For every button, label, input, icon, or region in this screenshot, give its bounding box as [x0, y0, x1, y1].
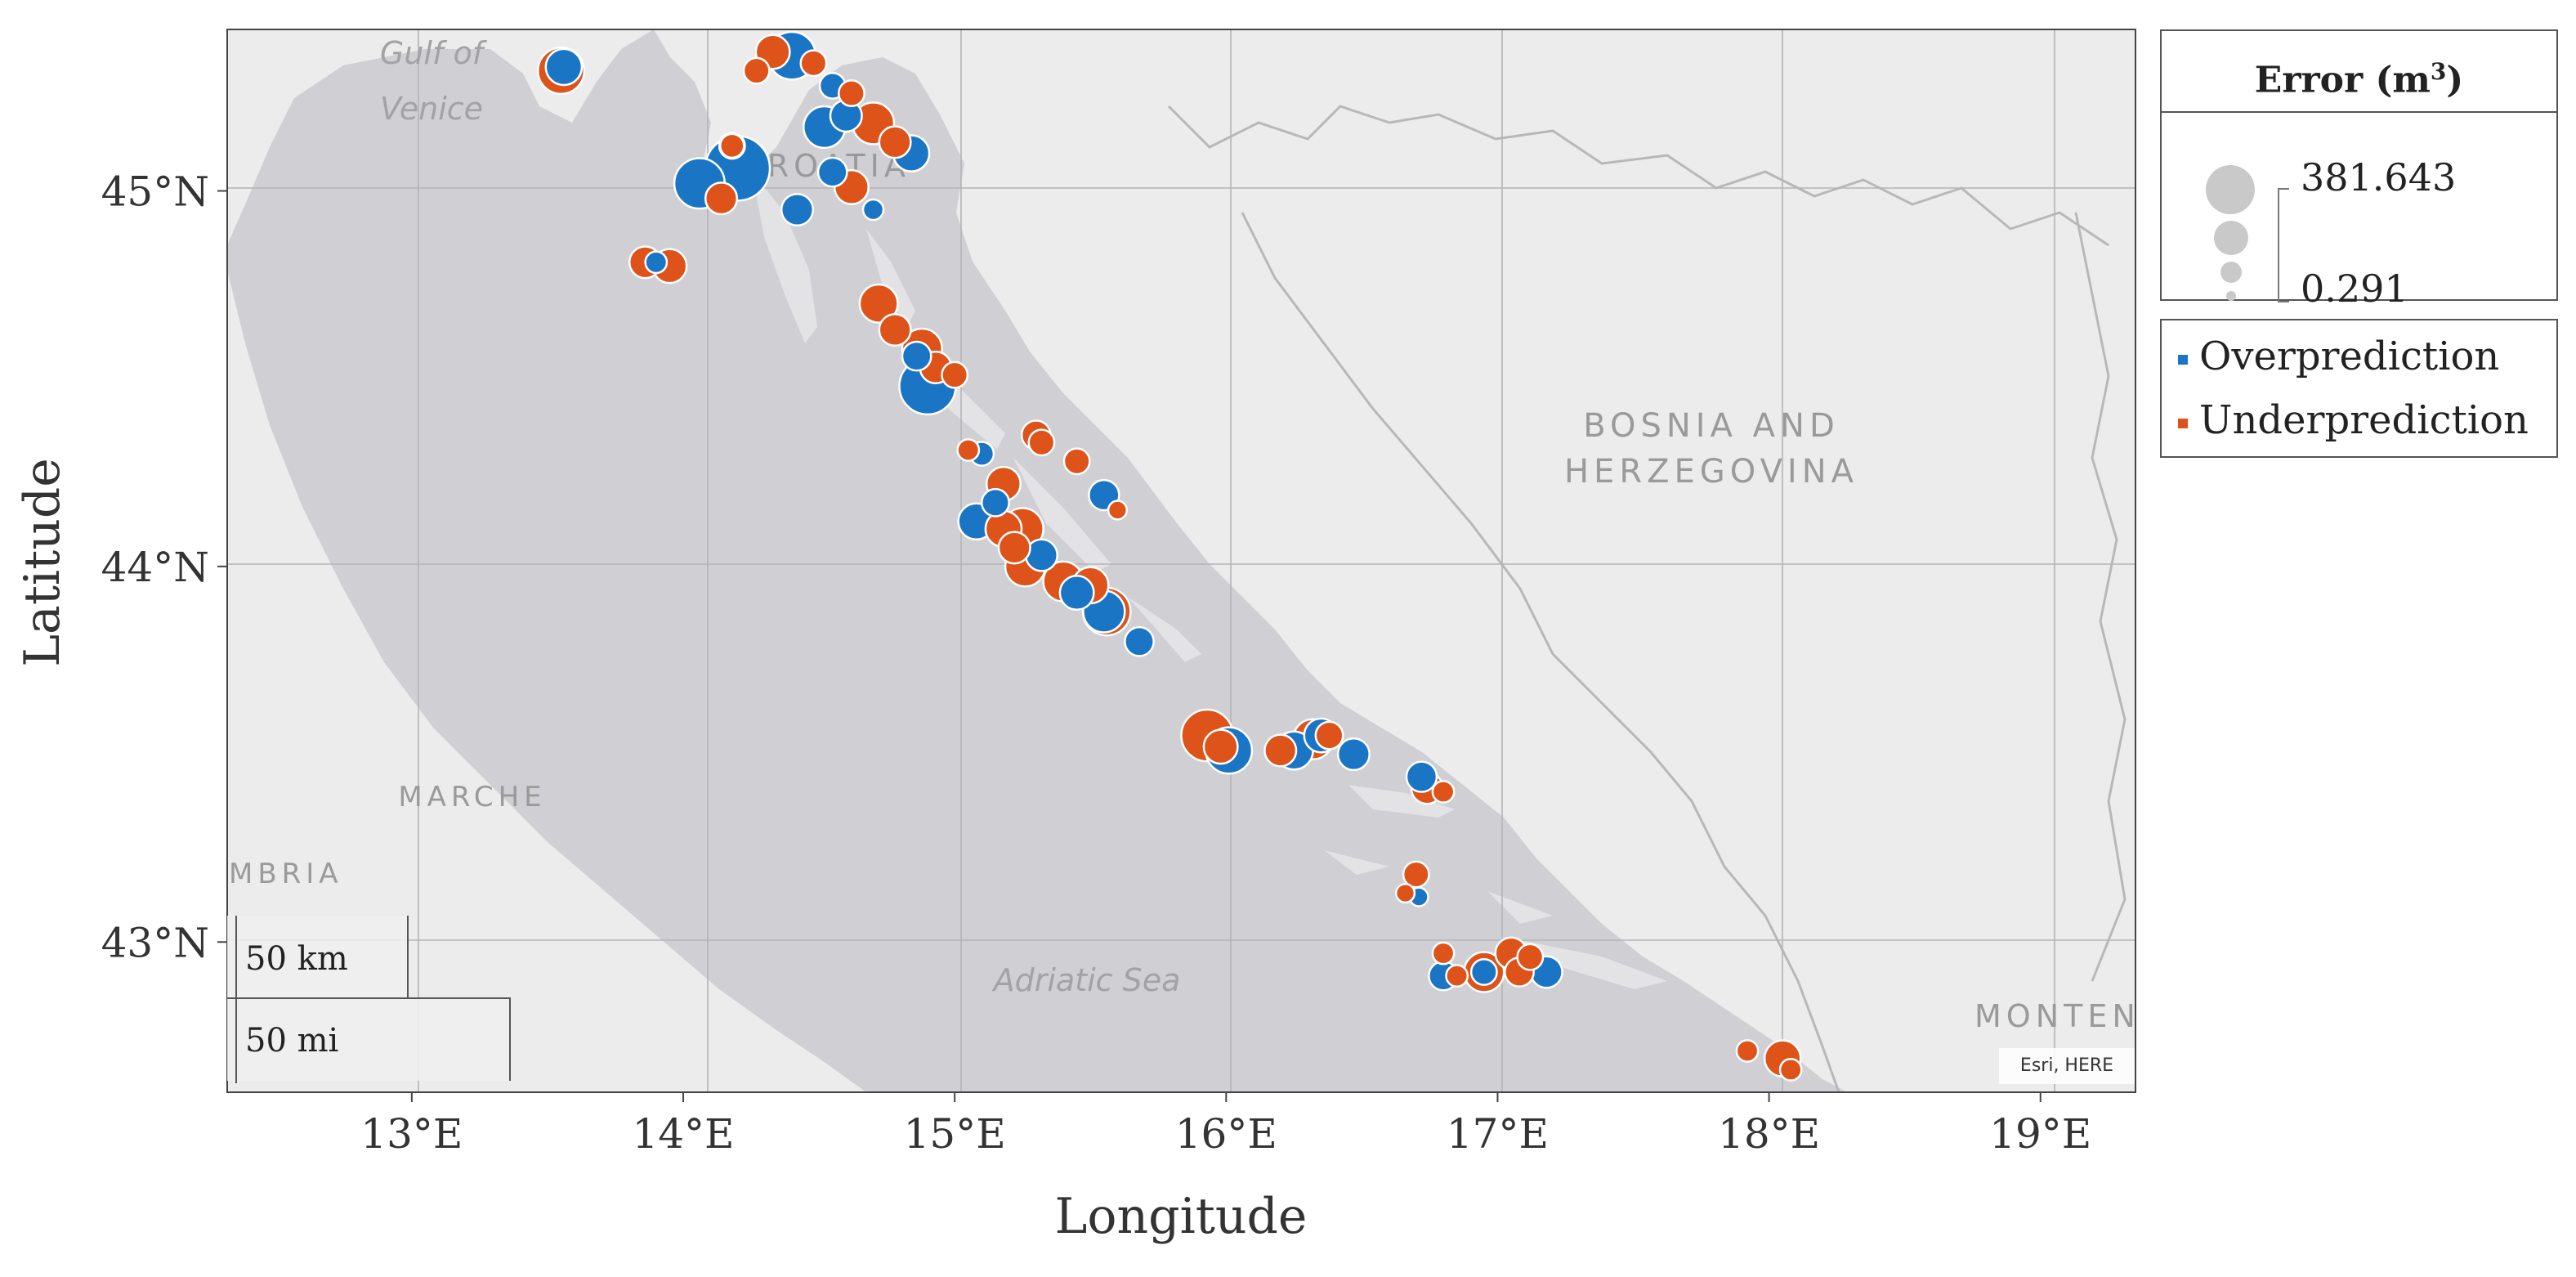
underprediction-point: [878, 312, 912, 347]
underprediction-point: [1202, 728, 1239, 765]
underprediction-point: [878, 125, 912, 159]
overprediction-point: [861, 198, 885, 222]
overprediction-point: [1124, 625, 1155, 657]
underprediction-point: [1107, 500, 1129, 521]
graticule: [227, 29, 2135, 1092]
underprediction-point: [1445, 964, 1469, 988]
size-legend: Error (m3) 381.643 0.291: [2160, 29, 2558, 311]
y-tick-label: 45°N: [101, 168, 209, 216]
italy-land: [227, 270, 866, 1092]
underprediction-point: [1431, 941, 1456, 966]
plot-frame: [226, 29, 2136, 1093]
size-legend-title-close: ): [2446, 59, 2464, 101]
marche-label: MARCHE: [398, 781, 546, 813]
underprediction-point: [1263, 733, 1298, 768]
gulf-label-line1: Gulf of: [380, 35, 488, 71]
y-tick-label: 43°N: [101, 919, 209, 966]
overprediction-point: [981, 487, 1010, 518]
legend-under-row: Underprediction: [2178, 397, 2529, 443]
y-axis-ticks: 45°N 44°N 43°N: [101, 168, 227, 966]
montenegro-label: MONTEN: [1974, 998, 2140, 1034]
umbria-label: MBRIA: [229, 858, 343, 890]
y-axis-label: Latitude: [14, 458, 71, 667]
underprediction-point: [956, 438, 981, 462]
country-borders: [1167, 105, 2127, 1092]
underprediction-point: [1516, 943, 1545, 971]
underprediction-point: [1735, 1039, 1760, 1063]
underprediction-point: [997, 531, 1031, 565]
x-axis-ticks: 13°E 14°E 15°E 16°E 17°E 18°E 19°E: [360, 1092, 2091, 1158]
islands: [752, 172, 1667, 989]
map-basemap: Gulf of Venice CROATIA BOSNIA AND HERZEG…: [227, 29, 2140, 1092]
underprediction-point: [858, 283, 899, 324]
y-tick-label: 44°N: [101, 544, 209, 591]
bosnia-label-line1: BOSNIA AND: [1583, 407, 1840, 445]
over-swatch: [2178, 354, 2188, 365]
overprediction-point: [816, 156, 848, 188]
underprediction-point: [1431, 780, 1456, 804]
underprediction-point: [941, 361, 969, 389]
underprediction-point: [799, 49, 828, 78]
color-legend: Overprediction Underprediction: [2160, 319, 2558, 458]
overprediction-point: [901, 340, 932, 372]
overprediction-point: [1336, 737, 1371, 772]
x-tick-label: 13°E: [360, 1110, 463, 1158]
overprediction-point: [780, 192, 815, 227]
size-bracket: [2278, 188, 2289, 302]
legend-over-row: Overprediction: [2178, 334, 2499, 379]
legend-over-label: Overprediction: [2199, 334, 2500, 379]
size-legend-title: Error (m3): [2162, 31, 2556, 113]
x-tick-label: 15°E: [904, 1110, 1006, 1158]
overprediction-point: [1405, 760, 1438, 793]
size-sample-small: [2220, 262, 2242, 283]
scale-mi-label: 50 mi: [245, 1022, 339, 1060]
legend-under-label: Underprediction: [2199, 397, 2529, 443]
x-tick-label: 14°E: [632, 1110, 734, 1158]
underprediction-point: [1314, 720, 1344, 751]
size-sample-tiny: [2226, 291, 2236, 301]
scale-km-label: 50 km: [245, 940, 348, 978]
underprediction-point: [1778, 1058, 1803, 1082]
underprediction-point: [704, 181, 739, 216]
size-legend-title-sup: 3: [2430, 58, 2447, 85]
underprediction-point: [719, 132, 745, 159]
x-tick-label: 19°E: [1989, 1110, 2091, 1158]
underprediction-point: [1027, 428, 1056, 457]
overprediction-point: [1058, 575, 1095, 612]
size-min-label: 0.291: [2301, 267, 2408, 311]
map-credit: Esri, HERE: [1999, 1048, 2135, 1084]
error-points: [536, 30, 1803, 1082]
size-sample-medium: [2214, 221, 2248, 255]
overprediction-point: [644, 250, 669, 275]
underprediction-point: [837, 79, 865, 108]
underprediction-point: [1394, 882, 1416, 904]
adriatic-label: Adriatic Sea: [991, 962, 1181, 998]
size-sample-large: [2206, 165, 2255, 214]
balkan-land: [654, 29, 2135, 1092]
overprediction-point: [1469, 958, 1498, 986]
underprediction-point: [1062, 447, 1091, 476]
size-max-label: 381.643: [2301, 155, 2457, 199]
x-tick-label: 16°E: [1175, 1110, 1277, 1158]
x-tick-label: 17°E: [1447, 1110, 1549, 1158]
underprediction-point: [742, 56, 771, 85]
under-swatch: [2178, 418, 2188, 428]
size-legend-title-text: Error (m: [2254, 59, 2431, 101]
bosnia-label-line2: HERZEGOVINA: [1564, 453, 1858, 491]
x-tick-label: 18°E: [1718, 1110, 1820, 1158]
overprediction-point: [544, 47, 584, 87]
x-axis-label: Longitude: [1055, 1188, 1308, 1245]
gulf-label-line2: Venice: [380, 91, 483, 127]
